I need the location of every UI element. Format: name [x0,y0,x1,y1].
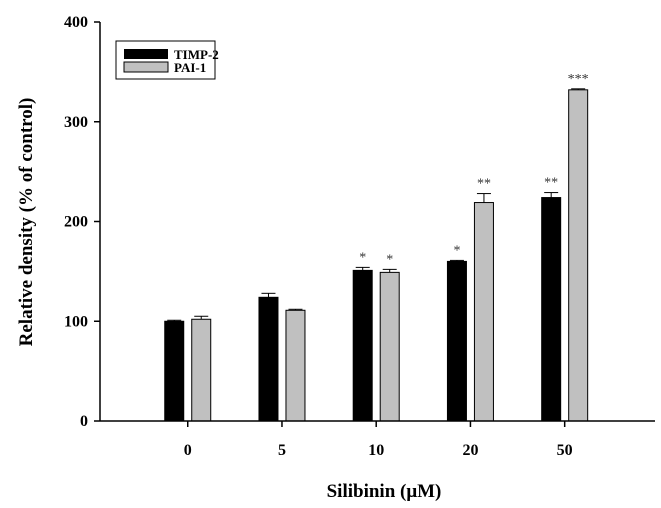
significance-label: * [386,252,393,267]
legend-swatch-pai1 [123,61,169,73]
legend-box [115,40,216,80]
y-tick-label: 200 [64,214,88,231]
legend-swatch-timp2 [124,49,168,59]
significance-label: *** [568,72,589,87]
x-tick-label: 50 [557,442,573,459]
y-tick-label: 0 [80,413,88,430]
x-tick-label: 10 [368,442,384,459]
bar-pai1-0 [191,318,212,422]
x-tick-label: 0 [184,442,192,459]
y-axis-title: Relative density (% of control) [16,98,37,347]
x-axis-title: Silibinin (μM) [327,481,442,502]
significance-label: * [359,250,366,265]
bar-timp2-0 [164,320,185,422]
legend: TIMP-2 PAI-1 [115,40,219,80]
y-tick-label: 300 [64,114,88,131]
significance-label: * [453,243,460,258]
axes-layer: 0 100 200 300 400 0 5 10 20 50 [64,14,655,459]
y-tick-label: 400 [64,14,88,31]
bars-layer: * ********* [164,72,589,422]
bar-timp2-5 [258,296,279,422]
bar-timp2-20 [446,260,467,422]
bar-pai1-10 [379,271,400,422]
bar-pai1-20 [473,202,494,422]
bar-timp2-50 [541,197,562,422]
y-tick-label: 100 [64,313,88,330]
x-tick-label: 20 [462,442,478,459]
bar-timp2-10 [352,269,373,422]
bar-pai1-5 [285,309,306,422]
bar-pai1-50 [568,89,589,422]
x-tick-label: 5 [278,442,286,459]
significance-label: ** [544,176,558,191]
significance-label: ** [477,177,491,192]
legend-label-pai1: PAI-1 [174,60,206,75]
legend-label-timp2: TIMP-2 [174,47,219,62]
